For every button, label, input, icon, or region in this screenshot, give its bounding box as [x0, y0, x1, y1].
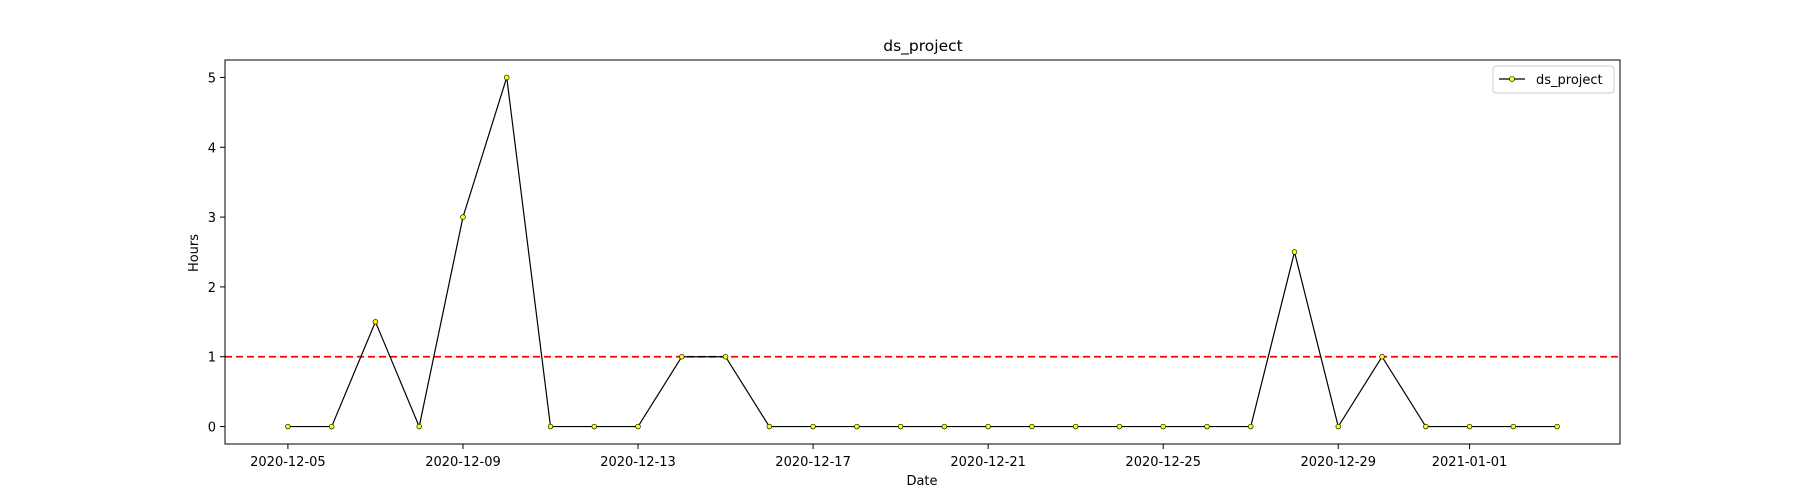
data-point — [1291, 249, 1298, 255]
x-tick-label: 2020-12-17 — [775, 455, 851, 470]
data-point — [985, 423, 991, 430]
x-axis-label: Date — [906, 474, 937, 489]
plot-area — [225, 74, 1620, 430]
data-point — [1510, 423, 1517, 430]
y-tick-label: 5 — [208, 71, 216, 86]
y-tick-label: 1 — [208, 351, 216, 366]
chart-title: ds_project — [883, 37, 962, 56]
data-point — [504, 74, 510, 81]
x-axis: 2020-12-05 2020-12-09 2020-12-13 2020-12-17… — [250, 444, 1507, 470]
legend-box — [1492, 65, 1615, 94]
data-point — [722, 354, 729, 360]
data-point — [635, 423, 641, 430]
data-point — [1554, 423, 1560, 430]
data-point — [766, 423, 773, 430]
data-point — [897, 423, 904, 430]
series-line — [287, 77, 1558, 429]
legend-marker — [1509, 76, 1515, 82]
x-tick-label: 2021-01-01 — [1432, 455, 1508, 470]
data-point — [854, 423, 860, 430]
data-point — [460, 214, 466, 220]
legend-label: ds_project — [1536, 73, 1603, 88]
data-point — [679, 354, 685, 360]
data-point — [1116, 423, 1123, 430]
data-point — [1248, 423, 1254, 430]
x-tick-label: 2020-12-13 — [600, 455, 676, 470]
data-point — [941, 423, 948, 430]
data-point — [1204, 423, 1210, 430]
data-point — [1029, 423, 1035, 430]
y-tick-label: 3 — [208, 211, 216, 226]
data-point — [547, 423, 554, 430]
x-tick-label: 2020-12-25 — [1125, 455, 1201, 470]
data-point — [1072, 423, 1079, 430]
y-axis-label: Hours — [187, 234, 202, 272]
data-point — [372, 319, 379, 325]
data-point — [1160, 423, 1166, 430]
data-point — [1379, 354, 1385, 360]
data-point — [1335, 423, 1341, 430]
x-tick-label: 2020-12-29 — [1300, 455, 1376, 470]
x-tick-label: 2020-12-05 — [250, 455, 326, 470]
y-axis: 0 1 2 3 4 5 — [208, 71, 225, 436]
data-point — [416, 423, 422, 430]
data-point — [1423, 423, 1429, 430]
y-tick-label: 2 — [208, 281, 216, 296]
data-point — [328, 423, 335, 430]
data-point — [810, 423, 816, 430]
x-tick-label: 2020-12-09 — [425, 455, 501, 470]
legend: ds_project — [1492, 65, 1615, 94]
data-point — [285, 423, 291, 430]
data-point — [1466, 423, 1473, 430]
y-tick-label: 4 — [208, 141, 216, 156]
x-tick-label: 2020-12-21 — [950, 455, 1026, 470]
data-point — [591, 423, 597, 430]
y-tick-label: 0 — [208, 421, 216, 436]
plot-frame — [224, 59, 1621, 445]
